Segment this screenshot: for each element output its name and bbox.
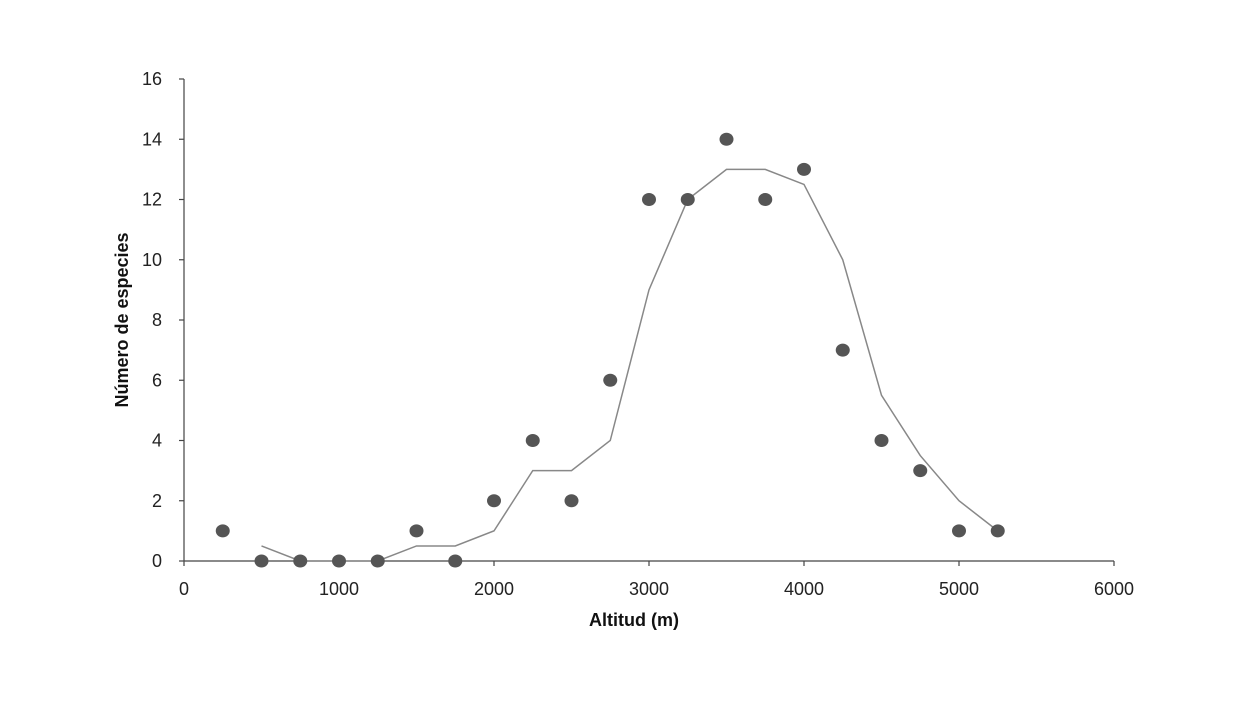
x-tick-labels: 0 1000 2000 3000 4000 5000 6000 — [179, 561, 1134, 599]
x-tick-label: 1000 — [319, 579, 359, 599]
data-point — [487, 494, 501, 508]
x-tick-label: 6000 — [1094, 579, 1134, 599]
y-tick-label: 16 — [142, 69, 162, 89]
y-tick-label: 14 — [142, 129, 162, 149]
x-axis-title: Altitud (m) — [589, 610, 679, 630]
data-point — [370, 554, 385, 568]
data-point — [525, 434, 540, 447]
data-point — [719, 132, 734, 146]
y-tick-label: 2 — [152, 491, 162, 511]
y-tick-label: 10 — [142, 250, 162, 270]
data-point — [448, 554, 463, 568]
trend-line — [261, 168, 999, 562]
data-point — [758, 193, 773, 206]
x-tick-label: 4000 — [784, 579, 824, 599]
x-tick-label: 0 — [179, 579, 189, 599]
data-point — [952, 524, 966, 538]
data-point — [254, 554, 269, 568]
data-point — [293, 554, 308, 568]
y-tick-label: 4 — [152, 431, 162, 451]
data-point — [332, 554, 346, 568]
x-tick-label: 2000 — [474, 579, 514, 599]
data-point — [564, 494, 579, 508]
y-tick-labels: 0 2 4 6 8 10 12 14 16 — [142, 69, 184, 571]
y-tick-label: 12 — [142, 190, 162, 210]
data-point — [797, 162, 811, 176]
data-point — [603, 373, 618, 387]
data-point — [990, 524, 1005, 538]
x-tick-label: 5000 — [939, 579, 979, 599]
data-point — [835, 343, 850, 357]
x-tick-label: 3000 — [629, 579, 669, 599]
data-point — [680, 193, 695, 206]
data-point — [642, 193, 656, 206]
y-tick-label: 6 — [152, 370, 162, 390]
y-tick-label: 8 — [152, 310, 162, 330]
y-axis-title: Número de especies — [112, 232, 132, 407]
data-point — [913, 464, 928, 478]
y-tick-label: 0 — [152, 551, 162, 571]
data-point — [409, 524, 424, 538]
series-layer — [215, 132, 1005, 568]
data-point — [215, 524, 230, 538]
data-point — [874, 434, 889, 447]
